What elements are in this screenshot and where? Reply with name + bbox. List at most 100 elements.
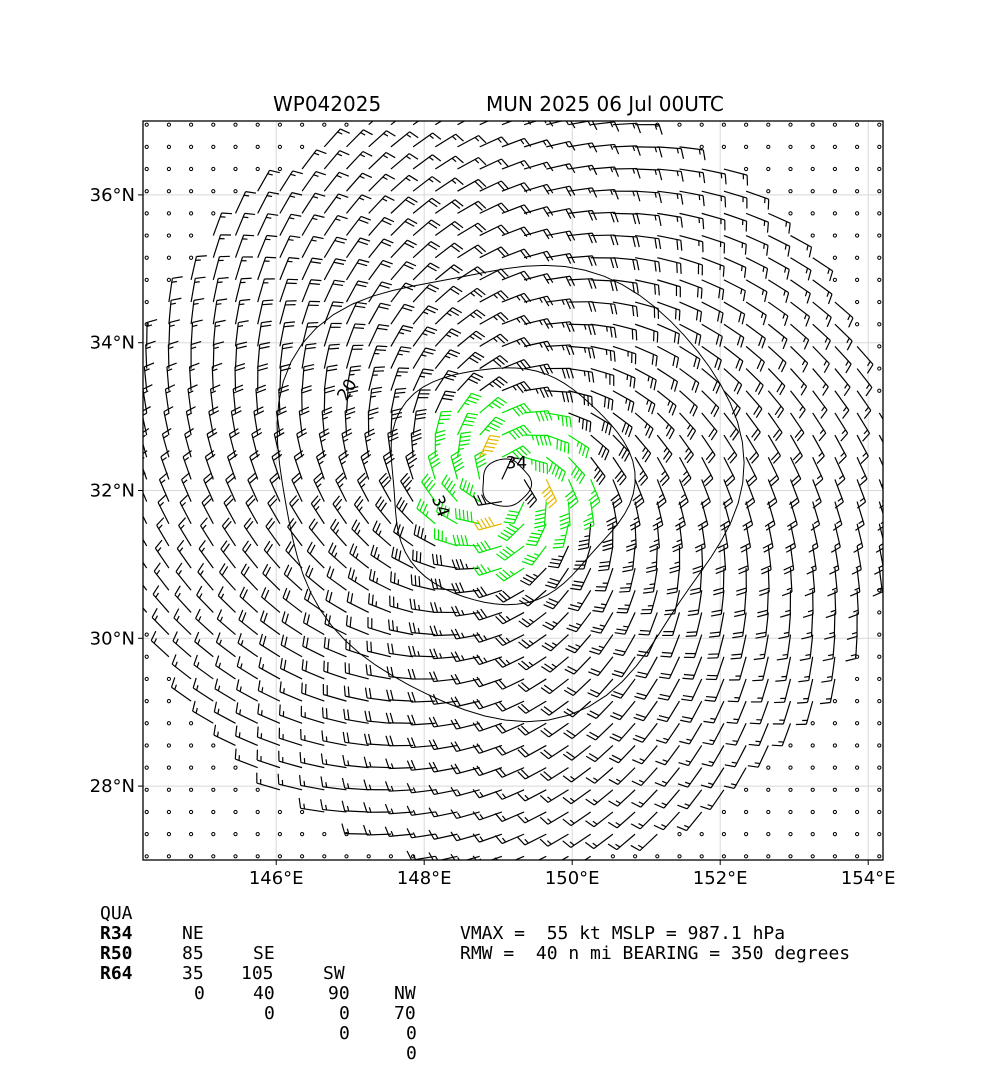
barb-flag — [188, 385, 198, 389]
barb-flag — [563, 797, 571, 803]
barb-flag — [406, 200, 415, 205]
wind-barb — [565, 657, 591, 674]
x-tick-label: 152°E — [693, 868, 748, 889]
barb-half-flag — [886, 430, 890, 434]
barb-flag — [815, 479, 823, 486]
barb-staff — [879, 413, 891, 434]
wind-barb — [324, 280, 344, 302]
barb-flag — [455, 629, 460, 638]
barb-half-flag — [489, 405, 493, 408]
wind-barb — [543, 612, 569, 629]
barb-flag — [564, 442, 565, 452]
wind-barb — [213, 213, 232, 236]
barb-half-flag — [601, 604, 606, 605]
barb-flag — [431, 578, 433, 588]
calm-marker — [190, 212, 193, 215]
calm-marker — [145, 212, 148, 215]
calm-marker — [811, 234, 814, 237]
barb-half-flag — [506, 616, 510, 620]
wind-barb — [617, 590, 635, 613]
barb-half-flag — [656, 517, 661, 520]
barb-flag — [568, 443, 569, 453]
wind-barb — [347, 130, 373, 147]
wind-barb — [480, 203, 509, 213]
barb-flag — [606, 517, 615, 522]
barb-flag — [622, 570, 632, 572]
wind-barb — [518, 790, 547, 801]
barb-half-flag — [708, 805, 713, 807]
wind-barb — [548, 546, 568, 568]
wind-barb — [518, 701, 546, 713]
barb-half-flag — [146, 347, 151, 349]
barb-flag — [417, 499, 421, 509]
wind-barb — [746, 236, 768, 256]
barb-flag — [302, 659, 303, 669]
barb-half-flag — [808, 610, 813, 612]
wind-barb — [613, 413, 632, 437]
wind-barb — [391, 262, 416, 280]
calm-marker — [212, 766, 215, 769]
wind-barb — [347, 173, 372, 191]
barb-flag — [216, 632, 220, 642]
barb-flag — [246, 192, 256, 193]
barb-flag — [416, 551, 417, 561]
barb-half-flag — [686, 761, 691, 762]
wind-barb — [250, 451, 260, 480]
wind-barb — [389, 620, 414, 635]
barb-flag — [306, 344, 316, 345]
wind-barb — [391, 110, 418, 125]
wind-barb — [680, 258, 703, 276]
barb-half-flag — [802, 360, 804, 365]
wind-barb — [401, 473, 413, 501]
x-tick-label: 150°E — [545, 868, 600, 889]
barb-flag — [332, 306, 342, 307]
barb-flag — [646, 426, 650, 435]
barb-flag — [218, 586, 223, 595]
wind-barb — [752, 657, 768, 681]
wind-barb — [473, 721, 502, 731]
wind-barb — [413, 198, 440, 213]
wind-barb — [458, 179, 486, 191]
barb-flag — [701, 288, 702, 298]
barb-flag — [217, 299, 227, 300]
barb-half-flag — [640, 759, 645, 761]
calm-marker — [145, 655, 148, 658]
wind-barb — [835, 346, 851, 373]
barb-flag — [846, 659, 856, 661]
barb-flag — [784, 570, 794, 574]
barb-flag — [308, 323, 318, 324]
barb-half-flag — [782, 337, 784, 342]
barb-flag — [673, 356, 675, 366]
barb-flag — [428, 244, 437, 249]
barb-flag — [289, 544, 294, 553]
wind-barb — [193, 701, 214, 723]
barb-half-flag — [335, 553, 337, 558]
barb-flag — [545, 585, 555, 588]
barb-flag — [344, 686, 345, 696]
barb-flag — [602, 448, 606, 458]
wind-barb — [322, 407, 332, 435]
barb-flag — [568, 608, 578, 611]
barb-flag — [572, 585, 582, 586]
barb-half-flag — [262, 664, 263, 669]
wind-barb — [724, 258, 746, 278]
barb-half-flag — [576, 623, 581, 625]
barb-half-flag — [805, 654, 810, 655]
wind-barb — [309, 519, 324, 546]
wind-barb — [518, 745, 546, 757]
barb-flag — [455, 652, 460, 661]
wind-barb — [546, 276, 574, 286]
barb-flag — [536, 412, 540, 422]
barb-flag — [553, 547, 563, 548]
barb-flag — [614, 351, 615, 361]
barb-flag — [545, 643, 554, 648]
barb-flag — [329, 344, 339, 345]
calm-marker — [789, 190, 792, 193]
barb-flag — [385, 196, 394, 201]
barb-flag — [690, 404, 694, 413]
wind-barb — [702, 236, 725, 254]
wind-barb — [240, 587, 258, 613]
barb-half-flag — [540, 298, 543, 302]
barb-flag — [526, 575, 535, 580]
wind-barb — [619, 568, 635, 592]
